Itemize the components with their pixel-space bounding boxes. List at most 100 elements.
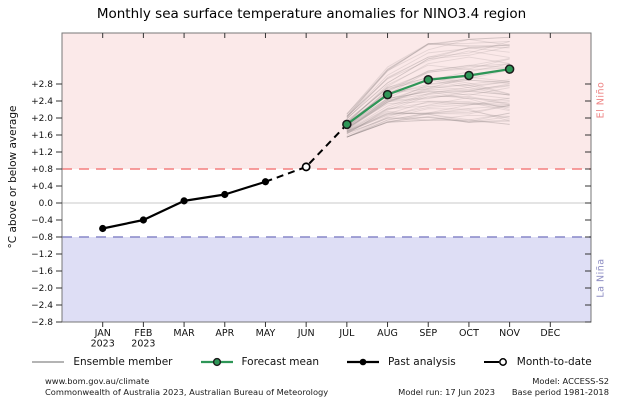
ensemble-member-line <box>346 116 510 138</box>
legend-label: Past analysis <box>388 356 456 368</box>
past-analysis-marker <box>221 190 229 199</box>
ensemble-member-line <box>346 64 510 124</box>
ensemble-member-line <box>346 88 510 129</box>
y-tick-label: +2.4 <box>31 97 53 107</box>
legend-item-month-to-date: Month-to-date <box>483 356 592 368</box>
forecast-mean-marker <box>464 70 474 81</box>
ensemble-member-line <box>346 79 510 129</box>
past-analysis-marker <box>139 216 147 224</box>
legend-label: Forecast mean <box>241 356 320 368</box>
y-tick-label: −2.0 <box>31 284 53 294</box>
ensemble-member-line <box>346 84 510 127</box>
x-tick-label: MAR <box>173 328 195 339</box>
y-tick-label: +0.4 <box>31 182 53 192</box>
ensemble-member-line <box>346 68 510 131</box>
forecast-mean-marker <box>382 89 393 100</box>
ensemble-member-line <box>346 101 510 133</box>
ensemble-member-line <box>346 58 510 127</box>
el-nino-region-label: El Niño <box>595 81 607 119</box>
plot-frame <box>61 32 592 323</box>
forecast-mean-marker <box>342 119 352 130</box>
ensemble-member-line <box>346 94 510 132</box>
footer-copyright: Commonwealth of Australia 2023, Australi… <box>45 386 329 397</box>
ensemble-member-line <box>346 44 510 119</box>
x-tick-label: APR <box>215 328 234 339</box>
y-tick-label: 0.0 <box>39 199 54 209</box>
footer-model-block: Model: ACCESS-S2 Base period 1981-2018 <box>512 376 609 397</box>
x-tick-label: JAN <box>94 328 111 339</box>
x-tick-label: SEP <box>419 328 437 339</box>
ensemble-member-line <box>346 116 510 134</box>
y-tick-label: +2.0 <box>31 114 53 124</box>
el-nino-band <box>62 33 591 169</box>
ensemble-member-line <box>346 104 510 138</box>
past-analysis-line-icon <box>347 358 380 366</box>
footer-url: www.bom.gov.au/climate <box>45 376 150 386</box>
forecast-mean-marker <box>504 64 515 74</box>
forecast-mean-marker <box>423 75 433 85</box>
past-analysis-line <box>102 180 266 230</box>
y-tick-label: −0.4 <box>31 216 53 226</box>
ensemble-member-line <box>346 36 510 115</box>
ensemble-member-line <box>346 91 510 126</box>
footer-model-run: Model run: 17 Jun 2023 <box>398 386 495 397</box>
ensemble-member-line <box>346 101 510 132</box>
ensemble-member-line <box>346 46 510 119</box>
ensemble-member-line <box>346 108 510 134</box>
ensemble-member-line <box>346 93 510 128</box>
ensemble-member-line <box>346 81 510 123</box>
ensemble-member-line <box>346 41 510 115</box>
ensemble-member-line <box>346 112 510 133</box>
x-tick-label: NOV <box>499 328 520 339</box>
ensemble-member-line <box>346 110 510 134</box>
footer-source-block: www.bom.gov.au/climate Commonwealth of A… <box>45 376 328 397</box>
ensemble-member-line <box>346 100 510 129</box>
x-tick-label: MAY <box>256 328 276 339</box>
legend-item-forecast-mean: Forecast mean <box>200 356 320 368</box>
ensemble-member-line <box>346 112 510 138</box>
y-tick-label: −0.8 <box>31 233 53 243</box>
x-tick-sublabel: 2023 <box>131 339 155 350</box>
y-tick-label: −2.4 <box>31 301 53 311</box>
footer-base-period: Base period 1981-2018 <box>511 386 609 397</box>
legend-label: Ensemble member <box>73 356 173 368</box>
x-tick-label: FEB <box>134 328 152 339</box>
ensemble-member-line <box>346 81 510 132</box>
ensemble-member-line <box>346 102 510 132</box>
ensemble-member-line <box>346 47 510 117</box>
ensemble-member-line <box>346 117 510 138</box>
ensemble-member-line <box>346 83 510 131</box>
y-tick-label: −1.2 <box>31 250 53 260</box>
legend: Ensemble member Forecast mean Past analy… <box>0 356 623 368</box>
ensemble-member-line <box>346 36 510 117</box>
x-tick-sublabel: 2023 <box>91 339 115 350</box>
y-tick-label: +1.2 <box>31 148 53 158</box>
ensemble-member-line <box>346 115 510 138</box>
month-to-date-marker <box>301 162 311 172</box>
ensemble-member-line-icon <box>32 361 65 363</box>
footer: www.bom.gov.au/climate Commonwealth of A… <box>0 375 623 400</box>
past-analysis-marker <box>99 224 107 233</box>
y-tick-label: +1.6 <box>31 131 53 141</box>
ensemble-member-line <box>346 95 510 134</box>
y-tick-label: −2.8 <box>31 318 53 328</box>
ensemble-member-line <box>346 64 510 125</box>
legend-label: Month-to-date <box>516 356 592 368</box>
ensemble-member-line <box>346 41 510 120</box>
legend-item-past-analysis: Past analysis <box>346 356 456 368</box>
footer-model-name: Model: ACCESS-S2 <box>532 376 609 386</box>
x-tick-label: JUL <box>338 328 355 339</box>
month-to-date-marker-icon <box>483 358 507 366</box>
forecast-mean-line-icon <box>200 357 233 367</box>
past-analysis-marker <box>180 197 188 205</box>
ensemble-member-line <box>346 97 510 136</box>
ensemble-member-line <box>346 50 510 117</box>
y-tick-label: +0.8 <box>31 165 53 175</box>
x-tick-label: JUN <box>297 328 315 339</box>
month-to-date-dashed-line <box>265 123 348 183</box>
y-tick-label: +2.8 <box>31 80 53 90</box>
ensemble-member-line <box>346 114 510 138</box>
la-nina-region-label: La Niña <box>595 258 607 298</box>
